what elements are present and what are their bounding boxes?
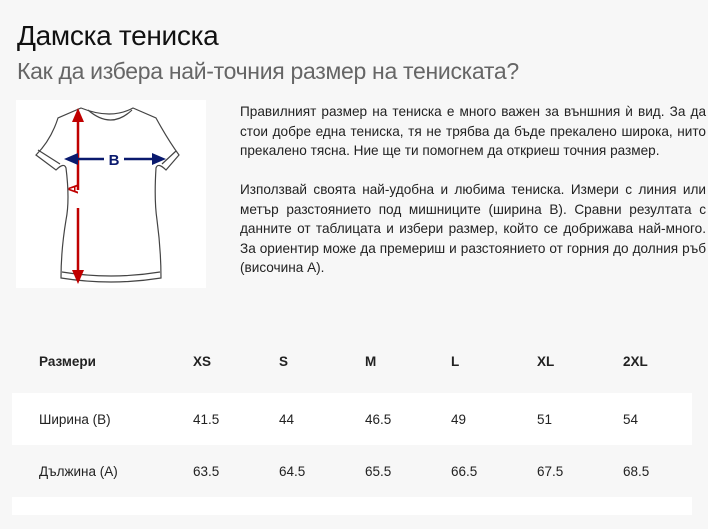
table-header-row: Размери XS S M L XL 2XL — [12, 330, 692, 393]
header-cell: Размери — [39, 354, 96, 369]
cell: 63.5 — [193, 463, 220, 479]
page-subtitle: Как да избера най-точния размер на тенис… — [17, 58, 519, 84]
measure-a-arrow: A — [65, 108, 85, 284]
cell: 68.5 — [623, 463, 650, 479]
cell: 41.5 — [193, 411, 220, 427]
cell: 65.5 — [365, 463, 392, 479]
tshirt-measurement-diagram: A B — [16, 100, 206, 288]
cell: 54 — [623, 411, 639, 427]
paragraph: Използвай своята най-удобна и любима тен… — [240, 182, 706, 275]
header-cell: 2XL — [623, 354, 648, 369]
size-table: Размери XS S M L XL 2XL Ширина (B) 41.5 … — [12, 330, 692, 515]
description: Правилният размер на тениска е много важ… — [240, 102, 706, 297]
tshirt-outline — [35, 107, 180, 283]
table-row: Дължина (A) 63.5 64.5 65.5 66.5 67.5 68.… — [12, 445, 692, 497]
cell: 66.5 — [451, 463, 478, 479]
header-cell: M — [365, 354, 377, 369]
cell: 46.5 — [365, 411, 392, 427]
cell: 67.5 — [537, 463, 564, 479]
cell: 44 — [279, 411, 295, 427]
cell: 51 — [537, 411, 553, 427]
header-cell: L — [451, 354, 460, 369]
label-b: B — [109, 152, 120, 169]
cell: 64.5 — [279, 463, 306, 479]
row-label: Дължина (A) — [39, 463, 118, 479]
table-row: Ширина (B) 41.5 44 46.5 49 51 54 — [12, 393, 692, 445]
row-label: Ширина (B) — [39, 411, 111, 427]
measure-b-arrow: B — [64, 150, 166, 169]
page-title: Дамска тениска — [17, 20, 219, 51]
table-empty-row — [12, 497, 692, 515]
cell: 49 — [451, 411, 467, 427]
header-cell: S — [279, 354, 289, 369]
paragraph: Правилният размер на тениска е много важ… — [240, 104, 706, 158]
label-a: A — [65, 184, 81, 194]
header-cell: XL — [537, 354, 555, 369]
header-cell: XS — [193, 354, 212, 369]
